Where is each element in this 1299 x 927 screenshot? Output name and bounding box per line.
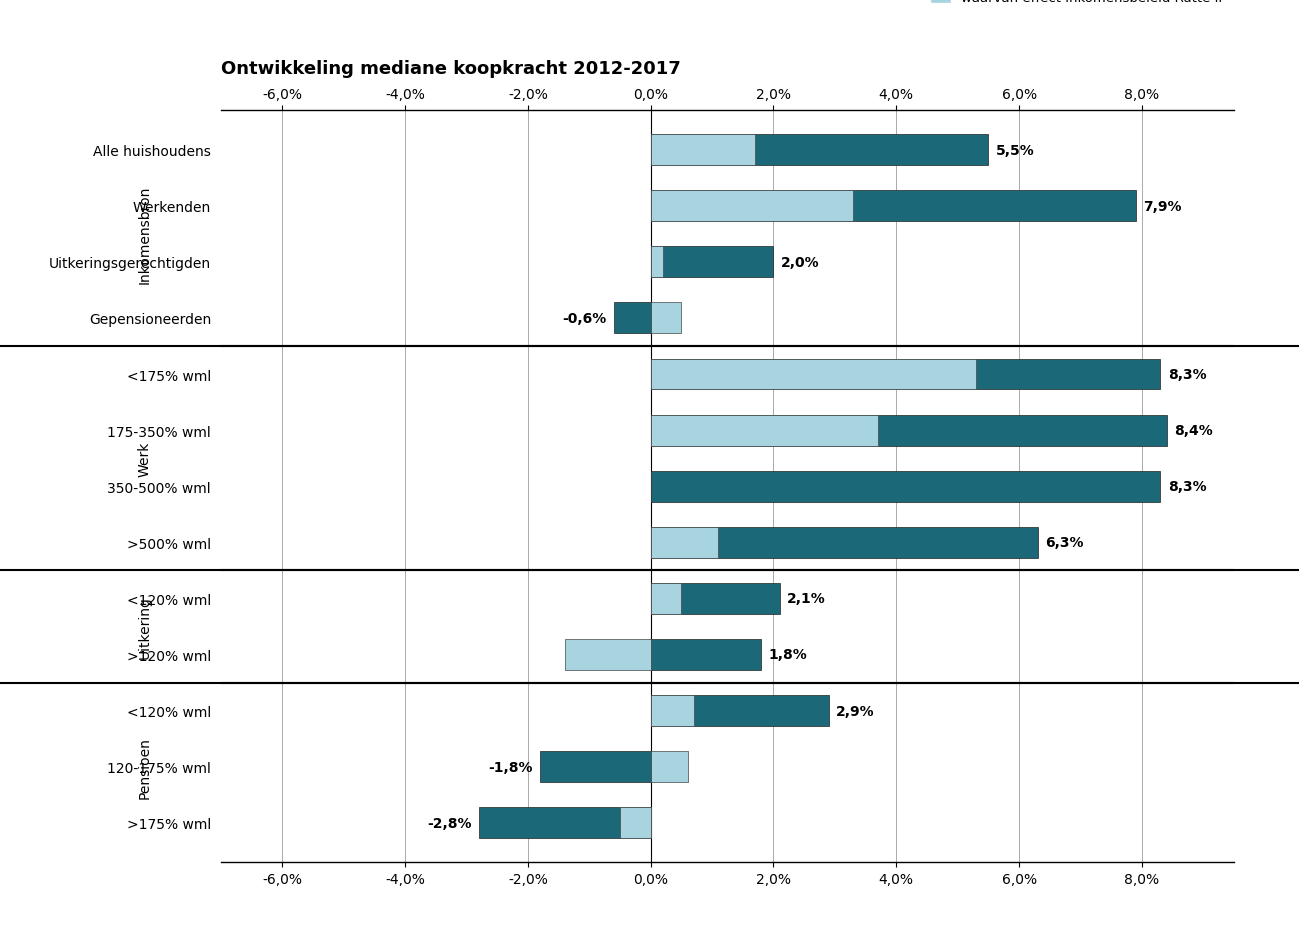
Bar — [651, 191, 853, 222]
Text: Pensioen: Pensioen — [138, 736, 152, 798]
Bar — [651, 527, 718, 558]
Bar — [651, 527, 1038, 558]
Bar — [651, 640, 761, 670]
Bar — [651, 359, 976, 390]
Bar — [651, 583, 682, 615]
Text: 6,3%: 6,3% — [1044, 536, 1083, 550]
Text: Werk: Werk — [138, 441, 152, 476]
Bar — [614, 303, 651, 334]
Text: -0,6%: -0,6% — [562, 311, 607, 325]
Text: 8,3%: 8,3% — [1168, 479, 1207, 494]
Bar — [565, 640, 651, 670]
Bar — [651, 303, 682, 334]
Text: 1,8%: 1,8% — [769, 648, 808, 662]
Bar — [651, 415, 878, 446]
Text: Uitkering: Uitkering — [138, 595, 152, 658]
Bar — [651, 695, 694, 726]
Bar — [651, 191, 1135, 222]
Bar — [651, 695, 829, 726]
Text: 2,1%: 2,1% — [787, 591, 826, 605]
Text: 2,0%: 2,0% — [781, 256, 820, 270]
Text: 7,9%: 7,9% — [1143, 199, 1182, 213]
Bar — [651, 752, 687, 782]
Legend: Totaal, waarvan effect inkomensbeleid Rutte II: Totaal, waarvan effect inkomensbeleid Ru… — [925, 0, 1228, 11]
Text: -1,8%: -1,8% — [488, 760, 533, 774]
Bar — [651, 248, 662, 278]
Bar — [651, 583, 779, 615]
Bar — [620, 807, 651, 838]
Bar — [651, 248, 773, 278]
Bar — [540, 752, 651, 782]
Bar — [651, 415, 1167, 446]
Text: 8,3%: 8,3% — [1168, 368, 1207, 382]
Bar — [651, 471, 1160, 502]
Bar — [651, 135, 755, 166]
Bar — [479, 807, 651, 838]
Text: -2,8%: -2,8% — [427, 816, 472, 830]
Text: 2,9%: 2,9% — [837, 704, 874, 717]
Text: Ontwikkeling mediane koopkracht 2012-2017: Ontwikkeling mediane koopkracht 2012-201… — [221, 59, 681, 78]
Text: 8,4%: 8,4% — [1174, 424, 1213, 438]
Text: Inkomensbron: Inkomensbron — [138, 185, 152, 284]
Bar — [651, 359, 1160, 390]
Text: 5,5%: 5,5% — [996, 144, 1034, 158]
Bar — [651, 135, 989, 166]
